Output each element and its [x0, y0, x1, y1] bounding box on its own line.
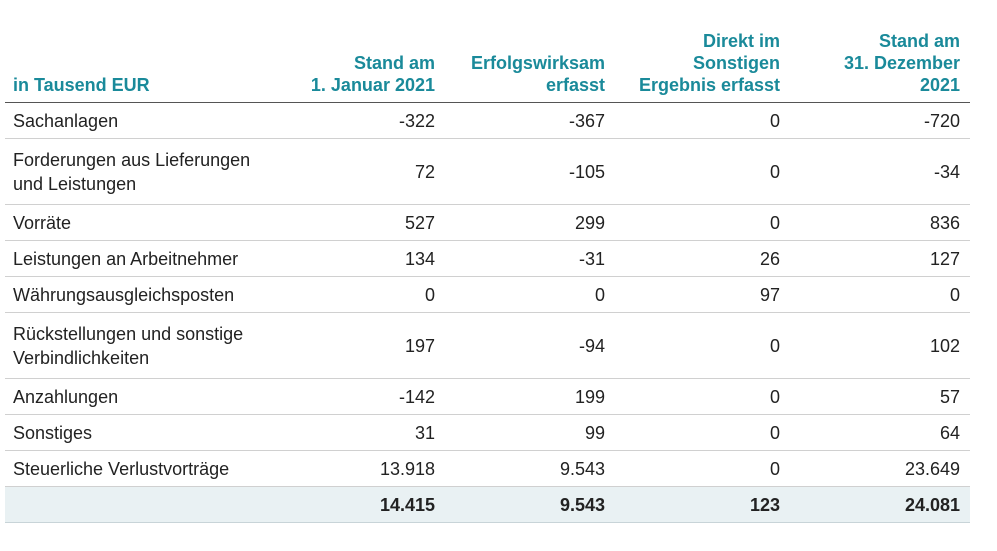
cell-profit-loss: -31 — [445, 240, 615, 277]
cell-profit-loss: 299 — [445, 204, 615, 241]
cell-closing: 836 — [790, 204, 970, 241]
row-label: Steuerliche Verlustvorträge — [5, 450, 295, 487]
cell-opening: -142 — [295, 378, 445, 415]
cell-opening: 197 — [295, 312, 445, 379]
header-oci: Direkt im Sonstigen Ergebnis erfasst — [615, 30, 790, 103]
cell-profit-loss: -105 — [445, 138, 615, 205]
cell-opening: -322 — [295, 102, 445, 139]
cell-oci: 0 — [615, 204, 790, 241]
table-row: Währungsausgleichsposten 0 0 97 0 — [5, 276, 970, 313]
table-row: Steuerliche Verlustvorträge 13.918 9.543… — [5, 450, 970, 487]
deferred-tax-table: in Tausend EUR Stand am 1. Januar 2021 E… — [5, 30, 970, 523]
cell-oci: 0 — [615, 414, 790, 451]
cell-closing: -720 — [790, 102, 970, 139]
table-row: Rückstellungen und sonstige Verbindlichk… — [5, 312, 970, 379]
header-unit: in Tausend EUR — [5, 30, 295, 103]
deferred-tax-table-container: in Tausend EUR Stand am 1. Januar 2021 E… — [5, 30, 970, 523]
total-row: 14.415 9.543 123 24.081 — [5, 486, 970, 523]
table-row: Leistungen an Arbeitnehmer 134 -31 26 12… — [5, 240, 970, 277]
cell-closing: 102 — [790, 312, 970, 379]
row-label: Sachanlagen — [5, 102, 295, 139]
cell-profit-loss: 9.543 — [445, 450, 615, 487]
row-label: Anzahlungen — [5, 378, 295, 415]
cell-oci: 26 — [615, 240, 790, 277]
cell-oci: 0 — [615, 378, 790, 415]
cell-oci: 0 — [615, 138, 790, 205]
cell-profit-loss: 99 — [445, 414, 615, 451]
total-closing: 24.081 — [790, 486, 970, 523]
cell-opening: 527 — [295, 204, 445, 241]
cell-opening: 13.918 — [295, 450, 445, 487]
table-row: Sonstiges 31 99 0 64 — [5, 414, 970, 451]
cell-closing: 23.649 — [790, 450, 970, 487]
cell-closing: 64 — [790, 414, 970, 451]
cell-oci: 0 — [615, 450, 790, 487]
row-label: Leistungen an Arbeitnehmer — [5, 240, 295, 277]
cell-closing: 0 — [790, 276, 970, 313]
cell-opening: 134 — [295, 240, 445, 277]
total-opening: 14.415 — [295, 486, 445, 523]
cell-oci: 97 — [615, 276, 790, 313]
row-label: Währungsausgleichsposten — [5, 276, 295, 313]
header-profit-loss: Erfolgswirksam erfasst — [445, 30, 615, 103]
table-row: Sachanlagen -322 -367 0 -720 — [5, 102, 970, 139]
header-closing-balance: Stand am 31. Dezember 2021 — [790, 30, 970, 103]
table-row: Anzahlungen -142 199 0 57 — [5, 378, 970, 415]
cell-opening: 0 — [295, 276, 445, 313]
total-profit-loss: 9.543 — [445, 486, 615, 523]
total-label — [5, 486, 295, 523]
row-label: Sonstiges — [5, 414, 295, 451]
cell-closing: 57 — [790, 378, 970, 415]
row-label: Vorräte — [5, 204, 295, 241]
header-opening-balance: Stand am 1. Januar 2021 — [295, 30, 445, 103]
cell-oci: 0 — [615, 312, 790, 379]
cell-profit-loss: 199 — [445, 378, 615, 415]
cell-profit-loss: -367 — [445, 102, 615, 139]
cell-profit-loss: -94 — [445, 312, 615, 379]
cell-closing: 127 — [790, 240, 970, 277]
cell-oci: 0 — [615, 102, 790, 139]
table-row: Vorräte 527 299 0 836 — [5, 204, 970, 241]
table-row: Forderungen aus Lieferungen und Leistung… — [5, 138, 970, 205]
cell-opening: 31 — [295, 414, 445, 451]
cell-closing: -34 — [790, 138, 970, 205]
cell-profit-loss: 0 — [445, 276, 615, 313]
row-label: Forderungen aus Lieferungen und Leistung… — [5, 138, 295, 205]
cell-opening: 72 — [295, 138, 445, 205]
total-oci: 123 — [615, 486, 790, 523]
table-header-row: in Tausend EUR Stand am 1. Januar 2021 E… — [5, 30, 970, 103]
row-label: Rückstellungen und sonstige Verbindlichk… — [5, 312, 295, 379]
